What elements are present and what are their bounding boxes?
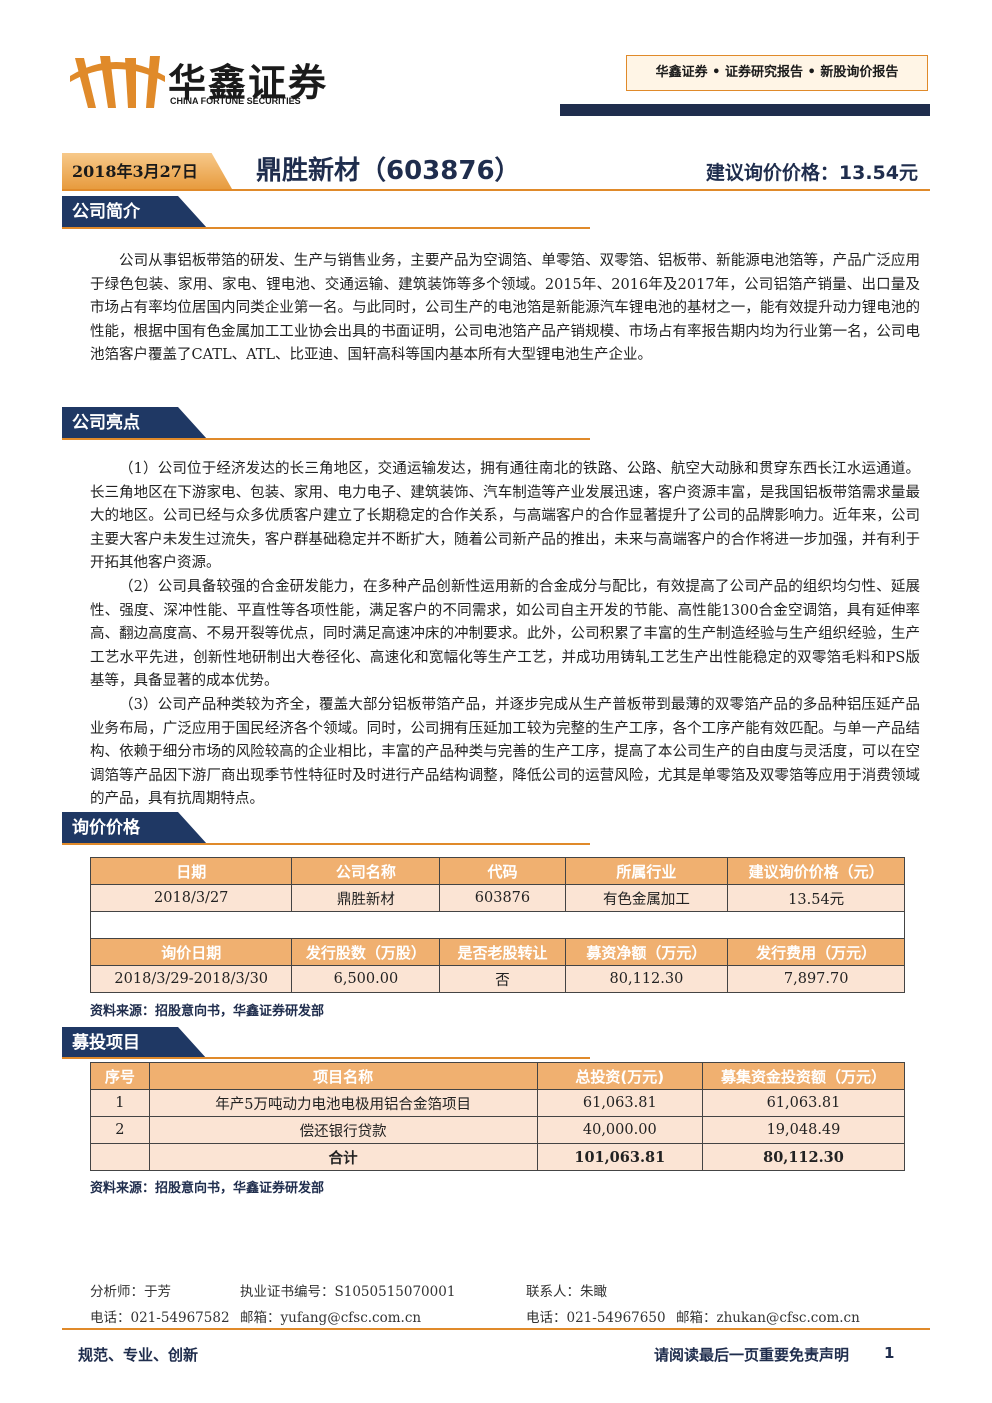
cell: 鼎胜新材 [291, 884, 441, 912]
cell: 2018/3/29-2018/3/30 [89, 965, 293, 993]
projects-table: 序号 项目名称 总投资(万元) 募集资金投资额（万元） 1 年产5万吨动力电池电极用铝合金… [90, 1062, 906, 1171]
header-cell: 发行费用（万元） [727, 938, 905, 966]
cell: 偿还银行贷款 [148, 1116, 538, 1144]
cell: 13.54元 [727, 884, 905, 912]
paragraph: （1）公司位于经济发达的长三角地区，交通运输发达，拥有通往南北的铁路、公路、航空… [90, 461, 920, 572]
header-cell: 询价日期 [89, 938, 293, 966]
cell: 61,063.81 [701, 1089, 906, 1117]
cert: 执业证书编号：S1050515070001 [240, 1284, 456, 1300]
table-row: 1 年产5万吨动力电池电极用铝合金箔项目 61,063.81 61,063.81 [90, 1089, 906, 1117]
analyst: 分析师：于芳 [90, 1284, 171, 1300]
cell: 2 [90, 1116, 150, 1144]
tel: 电话：021-54967650 [526, 1310, 666, 1326]
paragraph: （2）公司具备较强的合金研发能力，在多种产品创新性运用新的合金成分与配比，有效提… [90, 578, 920, 690]
section-heading: 公司简介 [62, 196, 207, 228]
cell: 19,048.49 [701, 1116, 906, 1144]
cell: 603876 [439, 884, 566, 912]
header-cell: 募资净额（万元） [564, 938, 729, 966]
email: 邮箱：zhukan@cfsc.com.cn [676, 1310, 860, 1326]
header-bar [560, 104, 930, 116]
header-cell: 所属行业 [564, 857, 729, 885]
rule [62, 189, 930, 191]
cell: 合计 [148, 1143, 538, 1171]
cell: 7,897.70 [727, 965, 905, 993]
rule [62, 843, 590, 845]
page-number: 1 [884, 1344, 895, 1362]
table-row: 2018/3/27 鼎胜新材 603876 有色金属加工 13.54元 [89, 884, 905, 912]
contact: 联系人：朱瞰 [526, 1284, 607, 1300]
source: 资料来源：招股意向书，华鑫证券研发部 [90, 1004, 325, 1019]
table-row: 合计 101,063.81 80,112.30 [90, 1143, 906, 1171]
price: 建议询价价格：13.54元 [705, 162, 918, 184]
header-cell: 募集资金投资额（万元） [701, 1062, 906, 1090]
cell: 1 [90, 1089, 150, 1117]
section-heading: 询价价格 [62, 812, 207, 844]
header-cell: 代码 [439, 857, 566, 885]
header-cell: 总投资(万元) [536, 1062, 703, 1090]
email: 邮箱：yufang@cfsc.com.cn [240, 1310, 422, 1326]
table-row: 序号 项目名称 总投资(万元) 募集资金投资额（万元） [90, 1062, 906, 1090]
rule [62, 1328, 930, 1330]
pricing-table: 日期 公司名称 代码 所属行业 建议询价价格（元） 2018/3/27 鼎胜新材 603876… [89, 857, 905, 993]
header-cell: 建议询价价格（元） [727, 857, 905, 885]
cell: 6,500.00 [291, 965, 441, 993]
highlights-text: （1）公司位于经济发达的长三角地区，交通运输发达，拥有通往南北的铁路、公路、航空… [90, 458, 920, 812]
intro-text: 公司从事铝板带箔的研发、生产与销售业务，主要产品为空调箔、单零箔、双零箔、铝板带… [90, 250, 920, 368]
table-row: 日期 公司名称 代码 所属行业 建议询价价格（元） [89, 857, 905, 885]
cell [90, 1143, 150, 1171]
table-row: 询价日期 发行股数（万股） 是否老股转让 募资净额（万元） 发行费用（万元） [89, 938, 905, 966]
table-row [90, 911, 905, 939]
cell: 61,063.81 [536, 1089, 703, 1117]
logo-en: CHINA FORTUNE SECURITIES [170, 96, 301, 106]
rule [62, 227, 590, 229]
header-cell: 公司名称 [291, 857, 441, 885]
cell: 80,112.30 [564, 965, 729, 993]
section-heading: 公司亮点 [62, 407, 207, 439]
cell: 有色金属加工 [564, 884, 729, 912]
logo-icon [70, 56, 165, 108]
tel: 电话：021-54967582 [90, 1310, 230, 1326]
title: 鼎胜新材（603876） [256, 156, 521, 186]
cell: 2018/3/27 [89, 884, 293, 912]
paragraph: （3）公司产品种类较为齐全，覆盖大部分铝板带箔产品，并逐步完成从生产普板带到最薄… [90, 696, 920, 808]
date: 2018年3月27日 [62, 153, 232, 189]
table-row: 2018/3/29-2018/3/30 6,500.00 否 80,112.30 7,8… [89, 965, 905, 993]
cell: 101,063.81 [536, 1143, 703, 1171]
rule [62, 1057, 590, 1059]
source: 资料来源：招股意向书，华鑫证券研发部 [90, 1181, 325, 1196]
table-row: 2 偿还银行贷款 40,000.00 19,048.49 [90, 1116, 906, 1144]
cell: 否 [439, 965, 566, 993]
header-cell: 发行股数（万股） [291, 938, 441, 966]
cell: 80,112.30 [701, 1143, 906, 1171]
logo-cn: 华鑫证券 [168, 61, 329, 105]
tagline: 华鑫证券 • 证券研究报告 • 新股询价报告 [626, 55, 928, 91]
cell: 年产5万吨动力电池电极用铝合金箔项目 [148, 1089, 538, 1117]
header-cell: 项目名称 [148, 1062, 538, 1090]
header-cell: 是否老股转让 [439, 938, 566, 966]
disclaimer: 请阅读最后一页重要免责声明 [654, 1346, 850, 1364]
section-heading: 募投项目 [62, 1027, 207, 1059]
rule [62, 438, 590, 440]
cell: 40,000.00 [536, 1116, 703, 1144]
cell [90, 911, 905, 939]
paragraph: 公司从事铝板带箔的研发、生产与销售业务，主要产品为空调箔、单零箔、双零箔、铝板带… [90, 253, 920, 364]
header-cell: 序号 [90, 1062, 150, 1090]
header-cell: 日期 [89, 857, 293, 885]
slogan: 规范、专业、创新 [78, 1346, 199, 1364]
